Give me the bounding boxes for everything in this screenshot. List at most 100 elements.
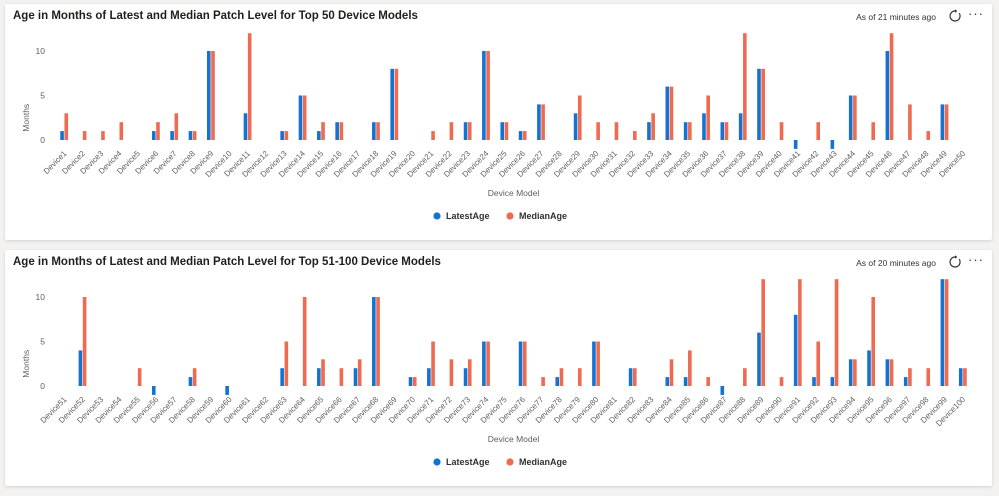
y-tick-label: 10 [36, 46, 46, 56]
y-tick-label: 5 [40, 337, 45, 347]
more-options-icon[interactable]: ··· [968, 6, 984, 21]
bar-median-age [339, 122, 344, 140]
bar-latest-age [848, 359, 853, 386]
y-tick-label: 0 [40, 381, 45, 391]
bar-median-age [504, 122, 509, 140]
bar-latest-age [372, 297, 376, 386]
bar-median-age [357, 359, 362, 386]
bar-latest-age [243, 113, 248, 140]
legend-marker-latest-age [433, 458, 441, 466]
bar-latest-age [830, 140, 835, 149]
bar-median-age [688, 122, 692, 140]
bar-latest-age [463, 368, 468, 386]
refresh-status-text: As of 21 minutes ago [856, 12, 936, 22]
bar-latest-age [482, 341, 486, 386]
x-axis-label: Device Model [488, 434, 540, 444]
bar-median-age [944, 279, 949, 386]
bar-median-age [596, 341, 600, 386]
bar-latest-age [702, 113, 706, 140]
bar-latest-age [408, 377, 413, 386]
bar-median-age [302, 297, 307, 386]
y-tick-label: 0 [40, 135, 45, 145]
bar-median-age [633, 368, 637, 386]
bar-median-age [192, 131, 197, 140]
bar-latest-age [60, 131, 64, 140]
bar-latest-age [647, 122, 651, 140]
bar-median-age [302, 95, 307, 140]
bar-median-age [889, 33, 894, 141]
bar-latest-age [885, 51, 890, 140]
bar-median-age [541, 104, 545, 140]
y-tick-label: 10 [36, 292, 46, 302]
bar-latest-age [280, 368, 284, 386]
bar-median-age [82, 131, 87, 140]
bar-median-age [926, 368, 931, 386]
bar-median-age [926, 131, 931, 140]
bar-latest-age [848, 95, 853, 140]
bar-latest-age [867, 350, 871, 386]
bar-chart: 0510MonthsDevice1Device2Device3Device4De… [21, 33, 968, 221]
refresh-icon[interactable] [948, 9, 962, 23]
bar-latest-age [628, 368, 633, 386]
bar-median-age [651, 113, 655, 140]
bar-median-age [522, 341, 527, 386]
bar-median-age [577, 95, 582, 140]
bar-median-age [486, 51, 490, 140]
bar-latest-age [555, 377, 560, 386]
bar-latest-age [665, 377, 670, 386]
bar-latest-age [225, 386, 229, 395]
bar-median-age [798, 279, 802, 386]
more-options-icon[interactable]: ··· [968, 252, 984, 267]
bar-median-age [633, 131, 637, 140]
bar-median-age [596, 122, 600, 140]
bar-latest-age [537, 104, 541, 140]
bar-latest-age [188, 377, 193, 386]
bar-latest-age [940, 279, 945, 386]
bar-latest-age [206, 51, 211, 140]
legend-label-median-age: MedianAge [519, 457, 567, 467]
legend-marker-median-age [506, 458, 514, 466]
chart-card-top-51-100: Age in Months of Latest and Median Patch… [5, 250, 992, 486]
bar-latest-age [830, 377, 835, 386]
bar-median-age [211, 51, 215, 140]
bar-latest-age [298, 95, 303, 140]
bar-latest-age [463, 122, 468, 140]
bar-median-age [486, 341, 490, 386]
bar-latest-age [720, 122, 725, 140]
bar-latest-age [793, 140, 798, 149]
bar-latest-age [885, 359, 890, 386]
refresh-status-text: As of 20 minutes ago [856, 258, 936, 268]
y-axis-label: Months [21, 350, 31, 378]
bar-median-age [431, 341, 435, 386]
bar-median-age [339, 368, 344, 386]
bar-latest-age [665, 86, 670, 140]
bar-latest-age [812, 377, 816, 386]
bar-median-age [834, 279, 839, 386]
y-axis-label: Months [21, 104, 31, 132]
legend-label-median-age: MedianAge [519, 211, 567, 221]
bar-median-age [944, 104, 949, 140]
bar-latest-age [170, 131, 174, 140]
bar-median-age [889, 359, 894, 386]
x-axis-label: Device Model [488, 188, 540, 198]
bar-latest-age [958, 368, 963, 386]
bar-median-age [449, 359, 454, 386]
bar-median-age [64, 113, 69, 140]
bar-latest-age [427, 368, 431, 386]
bar-median-age [284, 131, 289, 140]
bar-latest-age [903, 377, 908, 386]
bar-median-age [853, 95, 857, 140]
bar-median-age [614, 122, 619, 140]
legend-marker-latest-age [433, 212, 441, 220]
bar-chart: 0510MonthsDevice51Device52Device53Device… [21, 279, 968, 467]
card-title: Age in Months of Latest and Median Patch… [13, 10, 418, 22]
refresh-icon[interactable] [948, 255, 962, 269]
bar-median-age [101, 131, 105, 140]
bar-median-age [743, 33, 747, 141]
bar-median-age [779, 122, 784, 140]
bar-median-age [412, 377, 417, 386]
bar-median-age [779, 377, 784, 386]
bar-latest-age [518, 341, 523, 386]
bar-median-age [816, 341, 821, 386]
bar-latest-age [683, 377, 688, 386]
